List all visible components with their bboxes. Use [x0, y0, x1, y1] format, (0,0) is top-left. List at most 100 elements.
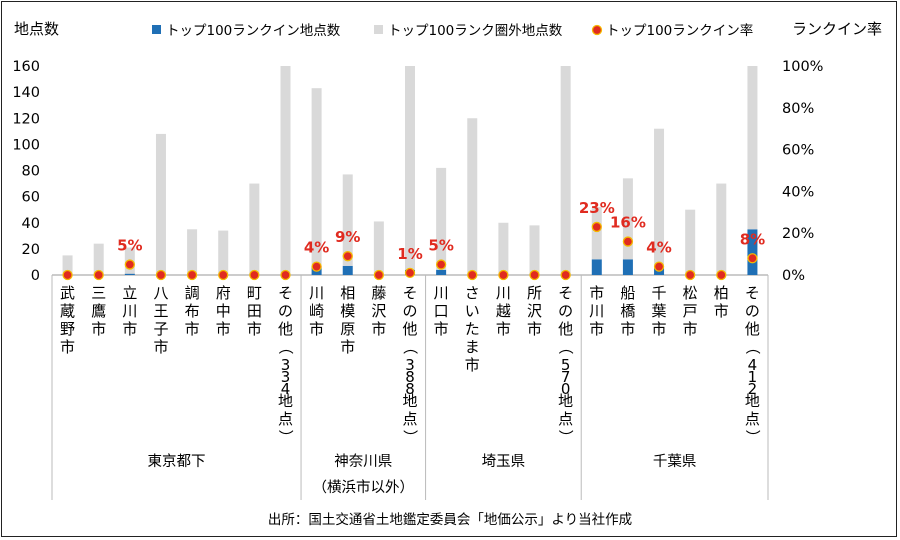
- rate-marker: [404, 267, 416, 279]
- x-tick-char: 川: [589, 302, 604, 320]
- x-tick-char: 市: [309, 320, 324, 338]
- y-left-tick-label: 160: [12, 59, 40, 75]
- rate-data-label: 16%: [610, 214, 646, 232]
- x-tick-char: 沢: [527, 302, 542, 320]
- x-tick-char: 7: [561, 368, 571, 386]
- x-tick-char: た: [465, 320, 480, 338]
- rate-data-label: 8%: [740, 230, 765, 248]
- x-tick-char: 原: [340, 320, 355, 338]
- bar-rank-out: [685, 209, 696, 275]
- rate-data-label: 5%: [117, 237, 142, 255]
- y-left-axis-title: 地点数: [14, 20, 59, 38]
- rate-marker: [62, 269, 73, 281]
- legend-label: トップ100ランク圏外地点数: [388, 23, 563, 39]
- rate-data-label: 4%: [304, 239, 329, 257]
- bar-rank-out: [622, 178, 633, 260]
- x-tick-char: そ: [745, 284, 760, 302]
- bar-rank-out: [280, 66, 291, 275]
- x-tick-char: 府: [216, 284, 231, 302]
- x-tick-char: い: [465, 302, 480, 320]
- rate-marker: [280, 269, 291, 281]
- x-tick-char: 橋: [620, 302, 635, 320]
- y-right-tick-label: 40%: [782, 184, 814, 200]
- x-tick-char: 他: [402, 320, 417, 338]
- x-tick-label: 千葉市: [652, 284, 667, 338]
- legend-swatch: [374, 25, 383, 34]
- x-tick-char: 市: [122, 320, 137, 338]
- y-right-axis-title: ランクイン率: [792, 20, 882, 38]
- rate-marker: [186, 269, 198, 281]
- bar-rank-out: [467, 118, 478, 275]
- bar-rank-out: [342, 174, 353, 266]
- legend-swatch: [152, 25, 161, 34]
- x-tick-char: そ: [402, 284, 417, 302]
- x-tick-char: 市: [153, 338, 168, 356]
- x-tick-char: 市: [589, 320, 604, 338]
- group-label-sub: （横浜市以外）: [313, 479, 415, 496]
- rate-marker: [591, 221, 602, 233]
- x-tick-label: 川口市: [434, 284, 449, 338]
- x-tick-char: そ: [558, 284, 573, 302]
- x-tick-char: 川: [434, 284, 449, 302]
- x-tick-char: 8: [405, 380, 415, 398]
- rate-marker: [218, 269, 229, 281]
- x-tick-char: 市: [620, 320, 635, 338]
- x-tick-char: 地: [558, 392, 573, 410]
- x-tick-char: 市: [465, 356, 480, 374]
- bar-rank-out: [218, 230, 229, 275]
- y-right-tick-label: 20%: [782, 226, 814, 242]
- x-tick-char: 鷹: [91, 302, 106, 320]
- x-tick-char: ）: [276, 429, 294, 444]
- x-tick-char: 市: [589, 284, 604, 302]
- x-tick-char: 調: [185, 284, 200, 302]
- x-tick-char: 相: [340, 284, 355, 302]
- rate-marker: [747, 253, 758, 264]
- bar-rank-out: [591, 207, 602, 260]
- legend-label: トップ100ランクイン地点数: [166, 23, 341, 39]
- legend-label: トップ100ランクイン率: [606, 22, 753, 39]
- x-tick-char: 市: [247, 320, 262, 338]
- x-tick-char: ）: [557, 429, 575, 444]
- x-tick-label: 船橋市: [620, 284, 635, 338]
- x-tick-char: そ: [278, 284, 293, 302]
- x-tick-char: 市: [496, 320, 511, 338]
- x-tick-char: 口: [434, 302, 449, 320]
- x-tick-char: 他: [745, 320, 760, 338]
- x-tick-char: 市: [340, 338, 355, 356]
- x-tick-char: 市: [652, 320, 667, 338]
- x-tick-char: 3: [405, 356, 415, 374]
- bar-rank-out: [62, 255, 73, 275]
- rate-marker: [373, 269, 385, 281]
- bar-rank-out: [93, 243, 104, 275]
- x-tick-char: 3: [281, 356, 291, 374]
- x-tick-char: ）: [743, 429, 761, 444]
- x-tick-char: 立: [122, 284, 137, 302]
- bar-rank-out: [311, 88, 322, 268]
- bar-rank-out: [155, 133, 166, 275]
- rate-marker: [467, 269, 478, 281]
- x-tick-char: 中: [216, 302, 231, 320]
- x-tick-label: 松戸市: [683, 284, 698, 338]
- x-tick-char: 川: [496, 284, 511, 302]
- rate-marker: [622, 236, 634, 247]
- x-tick-char: 0: [561, 380, 571, 398]
- x-tick-char: の: [558, 302, 573, 320]
- bar-rank-in: [622, 259, 633, 275]
- bar-rank-out: [405, 66, 415, 270]
- rate-data-label: 23%: [579, 199, 615, 217]
- x-tick-label: 藤沢市: [371, 284, 386, 338]
- x-tick-char: 地: [278, 392, 293, 410]
- x-tick-char: 藤: [371, 284, 386, 302]
- x-tick-char: の: [278, 302, 293, 320]
- x-tick-char: 点: [278, 410, 293, 428]
- x-tick-label: 川越市: [496, 284, 511, 338]
- y-left-tick-label: 140: [12, 85, 40, 101]
- bar-rank-in: [591, 259, 602, 275]
- y-left-tick-label: 0: [31, 268, 40, 284]
- x-tick-char: 野: [60, 320, 75, 338]
- rate-marker: [716, 269, 727, 281]
- y-right-tick-label: 80%: [782, 101, 814, 117]
- bar-rank-in: [747, 229, 758, 275]
